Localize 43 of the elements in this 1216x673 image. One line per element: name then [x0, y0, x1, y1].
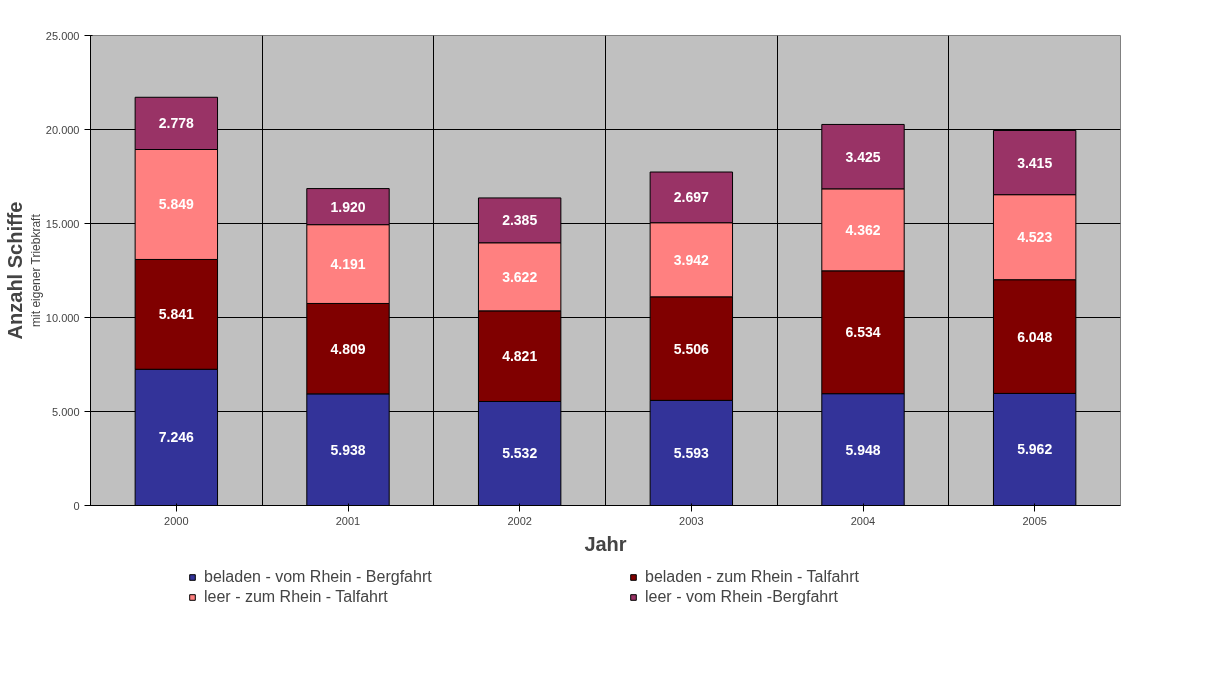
data-label: 5.849 [158, 196, 195, 213]
data-label: 5.506 [673, 340, 710, 357]
legend-label: beladen - vom Rhein - Bergfahrt [204, 568, 433, 586]
data-label: 6.534 [845, 324, 881, 341]
data-label: 5.962 [1017, 441, 1053, 458]
y-tick-label: 20.000 [45, 123, 80, 136]
x-tick-label: 2004 [850, 514, 876, 527]
y-tick-label: 0 [73, 499, 80, 512]
text: mit eigener Triebkraft [28, 213, 43, 327]
data-label: 4.362 [845, 221, 881, 238]
data-label: 3.942 [673, 251, 710, 268]
legend-label: leer - zum Rhein - Talfahrt [204, 588, 389, 606]
data-label: 2.778 [158, 115, 195, 132]
data-label: 5.948 [845, 441, 881, 458]
y-tick-label: 5.000 [51, 405, 80, 418]
data-label: 2.697 [673, 189, 710, 206]
data-label: 1.920 [330, 198, 366, 215]
data-label: 4.523 [1017, 229, 1053, 246]
x-tick-label: 2002 [507, 514, 532, 527]
x-tick-label: 2005 [1022, 514, 1047, 527]
x-axis-title: Jahr [584, 532, 627, 555]
data-label: 5.593 [673, 444, 710, 461]
data-label: 4.821 [502, 348, 538, 365]
data-label: 5.841 [158, 306, 195, 323]
data-label: 4.191 [330, 256, 366, 273]
data-label: 5.938 [330, 441, 366, 458]
y-tick-label: 25.000 [45, 29, 80, 42]
data-label: 6.048 [1017, 328, 1053, 345]
y-axis-title: Anzahl Schiffe [3, 201, 26, 340]
legend-label: beladen - zum Rhein - Talfahrt [645, 568, 861, 586]
x-tick-label: 2000 [164, 514, 189, 527]
data-label: 7.246 [158, 429, 195, 446]
y-tick-label: 15.000 [45, 217, 80, 230]
data-label: 2.385 [502, 212, 538, 229]
data-label: 3.622 [502, 268, 538, 285]
x-tick-label: 2003 [679, 514, 704, 527]
data-label: 3.425 [845, 148, 881, 165]
legend-label: leer - vom Rhein -Bergfahrt [645, 588, 839, 606]
data-label: 5.532 [502, 445, 538, 462]
y-tick-label: 10.000 [45, 311, 80, 324]
data-label: 4.809 [330, 340, 366, 357]
x-tick-label: 2001 [335, 514, 361, 527]
data-label: 3.415 [1017, 154, 1053, 171]
